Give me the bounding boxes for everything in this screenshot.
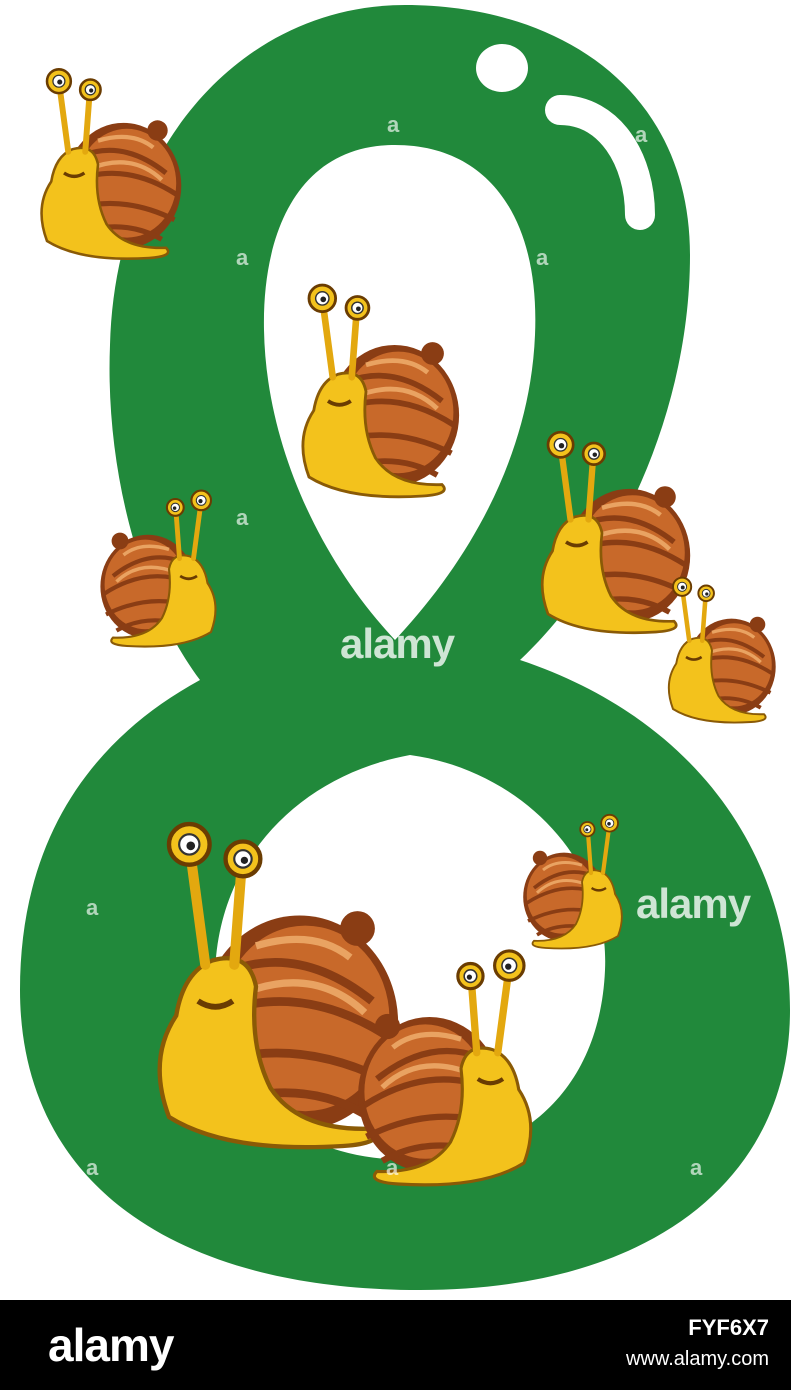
stock-footer: alamy FYF6X7 www.alamy.com bbox=[0, 1300, 791, 1390]
watermark-tile: a bbox=[86, 1155, 99, 1180]
watermark-tile: a bbox=[690, 1155, 703, 1180]
watermark-tile: a bbox=[236, 245, 249, 270]
site-url: www.alamy.com bbox=[626, 1348, 769, 1370]
illustration: alamy alamy a a a a a a a a a bbox=[20, 5, 790, 1290]
number-eight-illustration bbox=[20, 5, 790, 1290]
snail-top-left bbox=[42, 69, 182, 258]
watermark-tile: a bbox=[536, 245, 549, 270]
watermark-tile: a bbox=[236, 505, 249, 530]
alamy-logo: alamy bbox=[48, 1319, 174, 1371]
watermark-tile: a bbox=[386, 1155, 399, 1180]
watermark-tile: a bbox=[86, 895, 99, 920]
watermark-tile: a bbox=[387, 112, 400, 137]
watermark-right: alamy bbox=[636, 880, 751, 927]
snail-upper-center bbox=[303, 285, 459, 497]
snail-right-small bbox=[669, 578, 776, 723]
watermark-center: alamy bbox=[340, 620, 455, 667]
image-id: FYF6X7 bbox=[688, 1315, 769, 1340]
watermark-tile: a bbox=[635, 122, 648, 147]
